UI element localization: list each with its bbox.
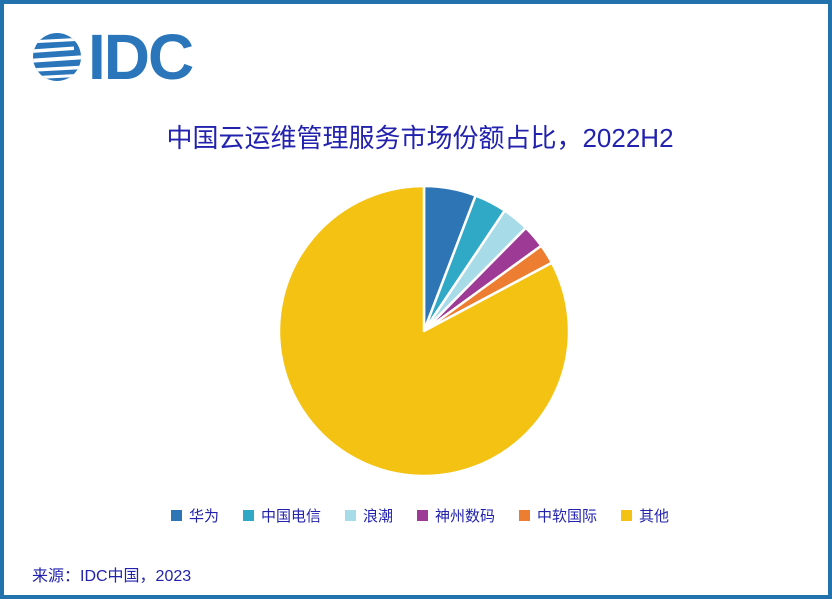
idc-globe-icon <box>33 33 81 81</box>
legend-label: 中国电信 <box>260 508 321 525</box>
logo-text: IDC <box>88 21 194 93</box>
idc-logo: IDC <box>32 21 194 93</box>
legend-marker-icon <box>344 510 356 521</box>
pie-chart-svg <box>277 184 571 478</box>
source-note: 来源：IDC中国，2023 <box>32 568 192 585</box>
legend-label: 中软国际 <box>537 508 598 525</box>
legend-marker-icon <box>417 510 428 521</box>
legend-item-其他: 其他 <box>621 505 669 526</box>
legend-label: 浪潮 <box>362 508 393 525</box>
page-title: 中国云运维管理服务市场份额占比，2022H2 <box>166 123 674 153</box>
legend-item-中软国际: 中软国际 <box>519 505 597 526</box>
legend-marker-icon <box>170 510 182 521</box>
legend-label: 华为 <box>188 508 219 525</box>
pie-slice-其他 <box>277 184 571 478</box>
legend-label: 其他 <box>639 508 670 525</box>
legend-item-中国电信: 中国电信 <box>242 505 321 526</box>
legend-marker-icon <box>519 510 531 521</box>
legend-item-浪潮: 浪潮 <box>344 505 393 526</box>
chart-legend: 华为 中国电信 浪潮 神州数码 中软国际 其他 <box>4 505 832 526</box>
legend-item-神州数码: 神州数码 <box>417 505 495 526</box>
legend-marker-icon <box>242 510 254 521</box>
pie-chart <box>274 181 574 481</box>
legend-label: 神州数码 <box>435 508 496 525</box>
legend-item-华为: 华为 <box>170 505 219 526</box>
legend-marker-icon <box>621 510 633 521</box>
